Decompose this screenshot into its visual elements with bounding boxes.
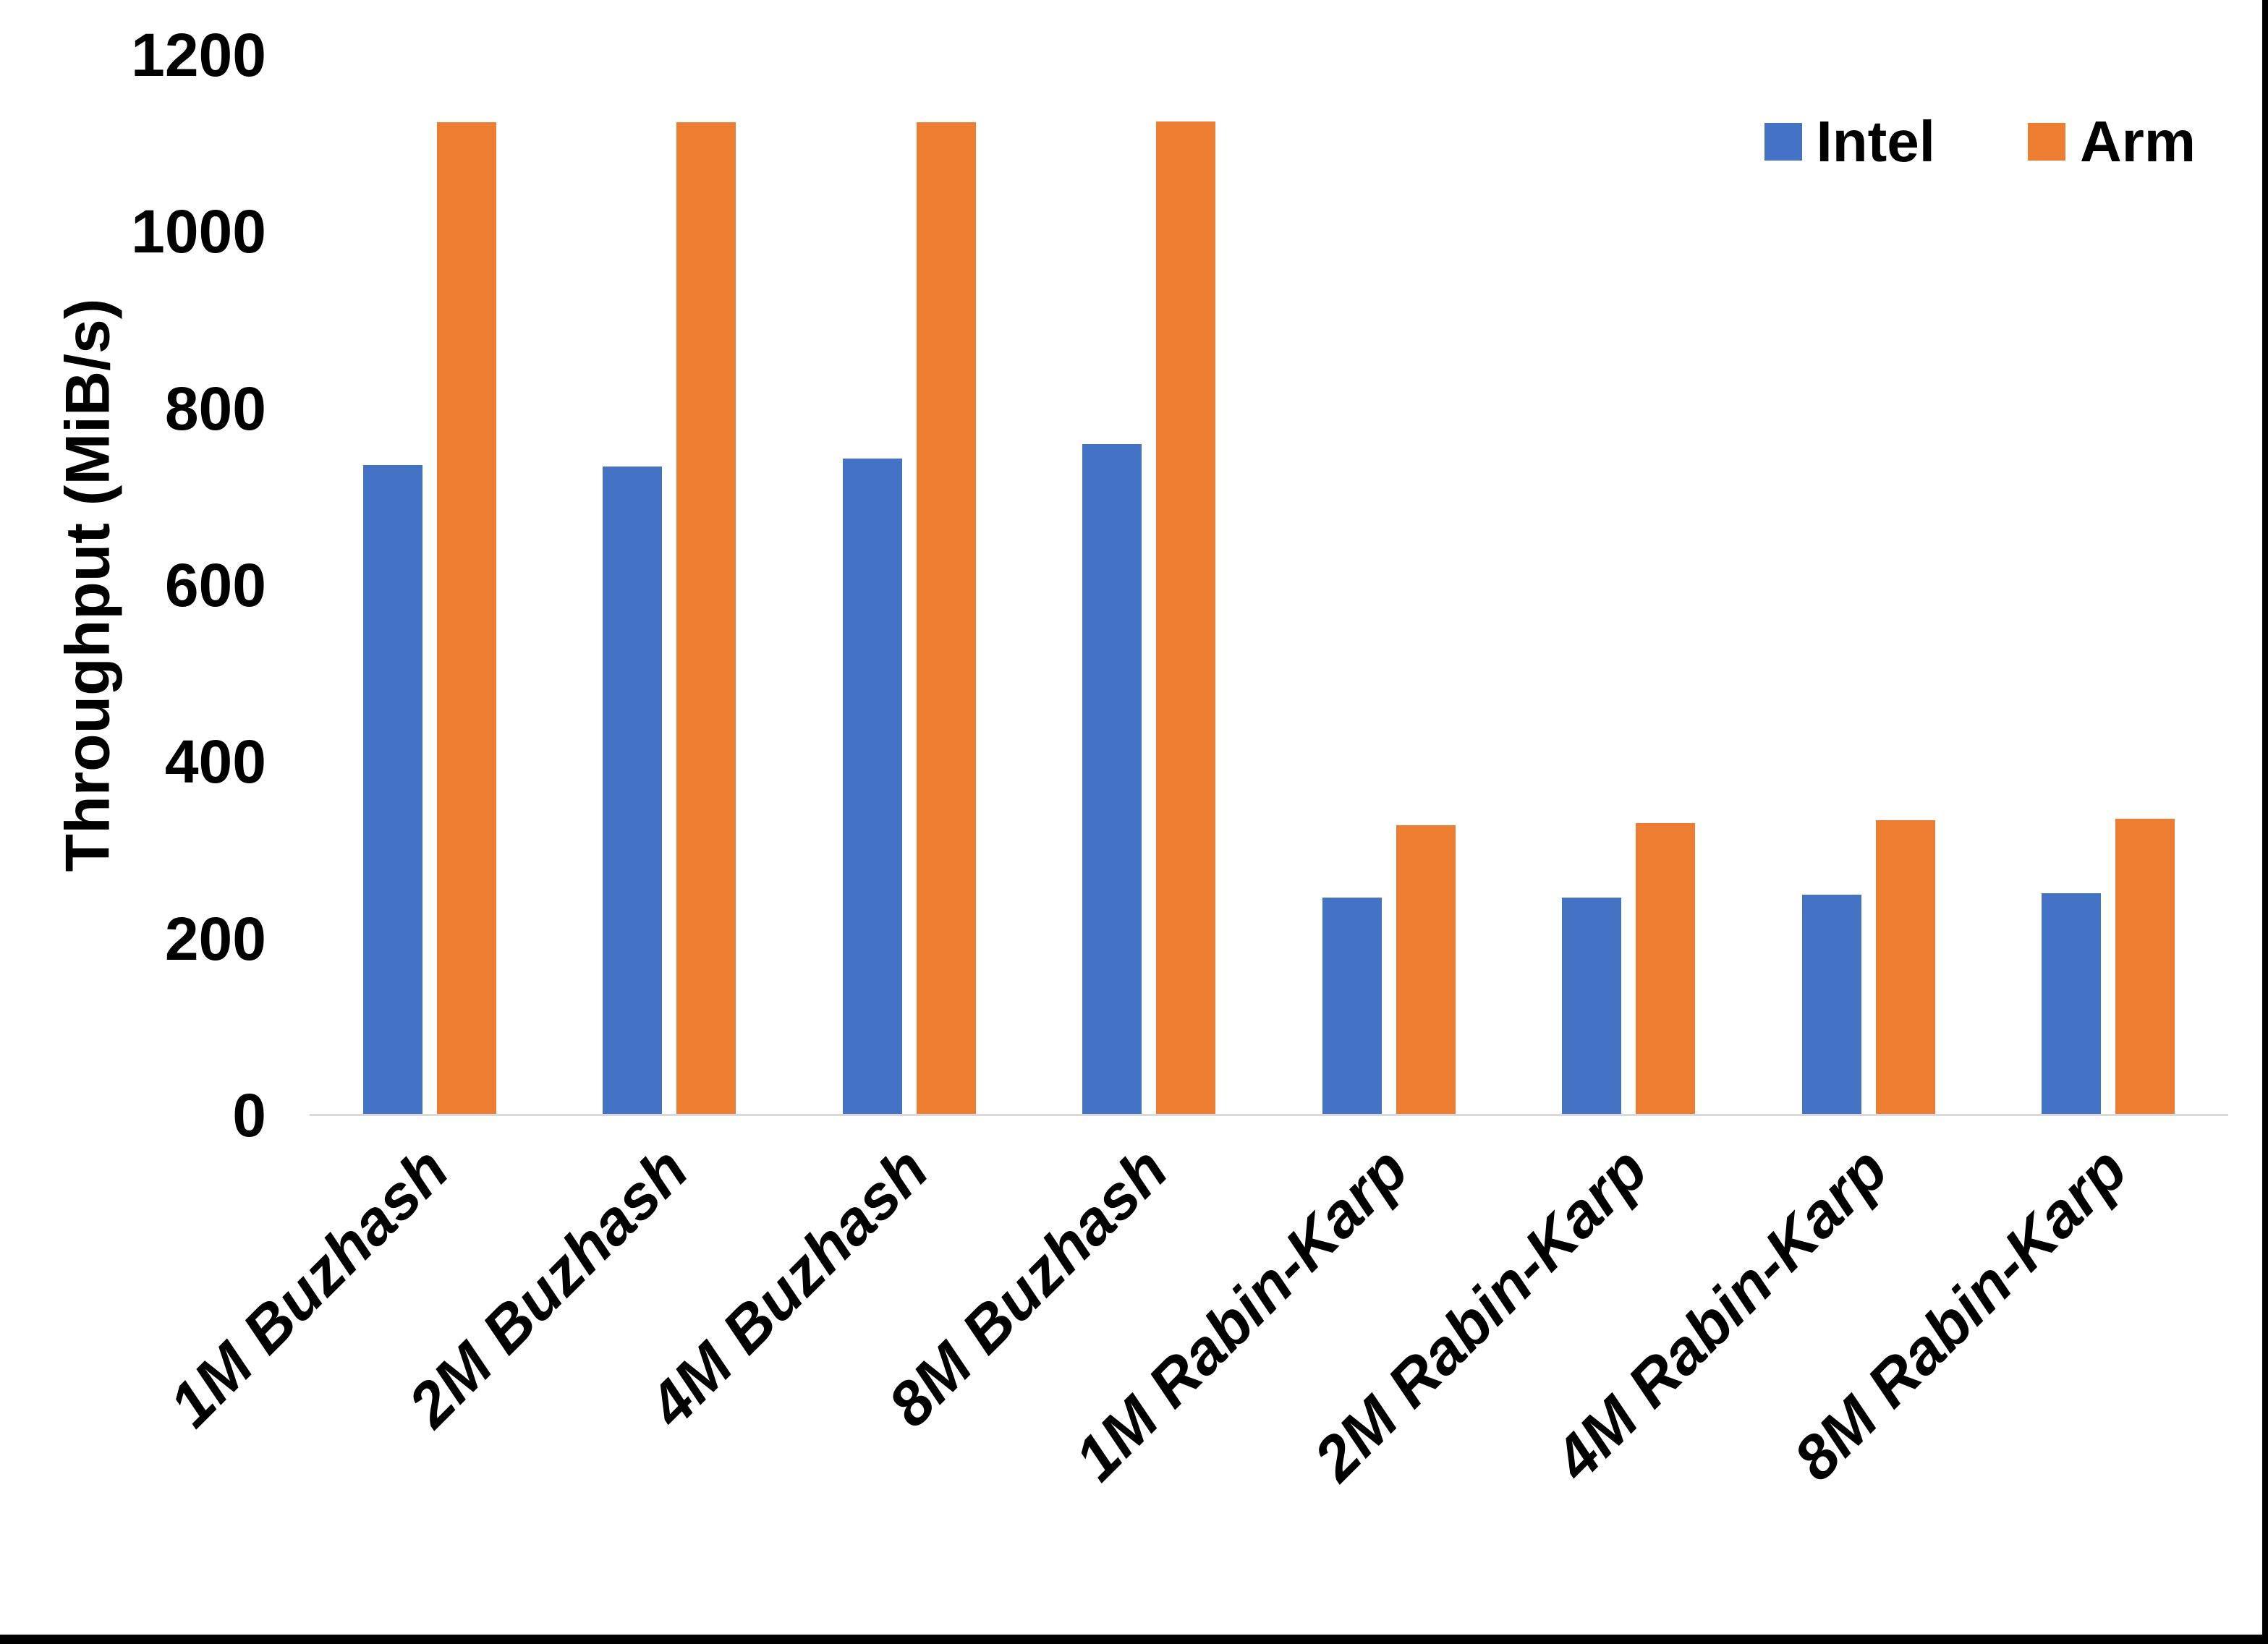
bar-arm-3 [917, 122, 976, 1115]
bar-arm-7 [1876, 820, 1935, 1115]
y-tick-label: 800 [164, 374, 266, 443]
x-axis-line [310, 1114, 2228, 1116]
y-tick-label: 0 [232, 1081, 266, 1149]
bar-intel-2 [603, 467, 662, 1115]
legend-item-arm: Arm [2027, 109, 2196, 174]
bar-intel-8 [2042, 893, 2101, 1115]
y-tick-label: 1200 [131, 21, 266, 89]
right-border [2262, 0, 2268, 1644]
y-tick-label: 400 [164, 728, 266, 796]
arm-series-swatch-icon [2027, 123, 2065, 161]
bottom-border [0, 1635, 2268, 1644]
legend-label-intel: Intel [1816, 109, 1935, 174]
bar-intel-5 [1322, 898, 1382, 1115]
bar-arm-5 [1396, 825, 1456, 1115]
bar-arm-1 [437, 122, 496, 1115]
bar-arm-8 [2115, 819, 2175, 1115]
legend-item-intel: Intel [1764, 113, 1935, 171]
bar-intel-1 [363, 465, 422, 1115]
y-tick-label: 200 [164, 904, 266, 973]
y-tick-label: 1000 [131, 197, 266, 266]
legend-label-arm: Arm [2079, 109, 2196, 174]
bar-intel-3 [843, 459, 902, 1115]
legend: Intel Arm [1764, 113, 2196, 171]
bar-arm-6 [1636, 823, 1695, 1115]
bar-arm-4 [1156, 122, 1215, 1115]
intel-series-swatch-icon [1764, 123, 1802, 161]
bar-intel-6 [1562, 898, 1621, 1115]
bar-intel-4 [1082, 444, 1142, 1115]
bar-intel-7 [1802, 895, 1861, 1115]
y-tick-label: 600 [164, 551, 266, 619]
bar-arm-2 [676, 122, 736, 1115]
